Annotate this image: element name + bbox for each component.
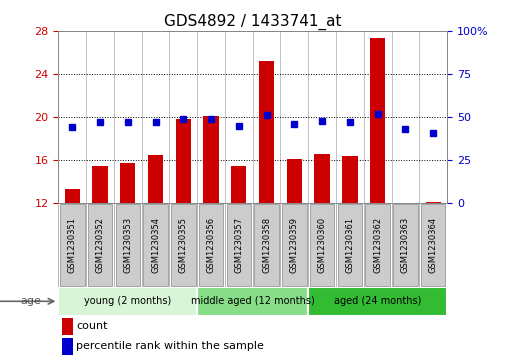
FancyBboxPatch shape — [88, 204, 112, 286]
FancyBboxPatch shape — [116, 204, 140, 286]
Text: GSM1230358: GSM1230358 — [262, 217, 271, 273]
FancyBboxPatch shape — [338, 204, 362, 286]
Text: GSM1230362: GSM1230362 — [373, 217, 382, 273]
FancyBboxPatch shape — [255, 204, 279, 286]
Text: aged (24 months): aged (24 months) — [334, 296, 421, 306]
Text: GSM1230356: GSM1230356 — [207, 217, 215, 273]
Bar — [308, 287, 447, 316]
FancyBboxPatch shape — [365, 204, 390, 286]
Bar — [58, 287, 197, 316]
Bar — [62, 338, 73, 355]
Text: GSM1230364: GSM1230364 — [429, 217, 438, 273]
Text: GSM1230360: GSM1230360 — [318, 217, 327, 273]
Text: GSM1230352: GSM1230352 — [96, 217, 105, 273]
Bar — [231, 166, 246, 203]
Bar — [197, 287, 308, 316]
Bar — [92, 166, 108, 203]
Bar — [426, 202, 441, 203]
Text: GSM1230361: GSM1230361 — [345, 217, 355, 273]
FancyBboxPatch shape — [227, 204, 251, 286]
FancyBboxPatch shape — [60, 204, 84, 286]
Bar — [120, 163, 136, 203]
Bar — [259, 61, 274, 203]
Text: GSM1230353: GSM1230353 — [123, 217, 132, 273]
Bar — [370, 38, 385, 203]
Bar — [62, 318, 73, 335]
Bar — [176, 119, 191, 203]
FancyBboxPatch shape — [282, 204, 307, 286]
Text: GSM1230354: GSM1230354 — [151, 217, 160, 273]
FancyBboxPatch shape — [143, 204, 168, 286]
Text: middle aged (12 months): middle aged (12 months) — [191, 296, 314, 306]
Title: GDS4892 / 1433741_at: GDS4892 / 1433741_at — [164, 13, 341, 29]
Text: young (2 months): young (2 months) — [84, 296, 171, 306]
FancyBboxPatch shape — [199, 204, 224, 286]
FancyBboxPatch shape — [171, 204, 196, 286]
Bar — [342, 156, 358, 203]
Text: count: count — [76, 321, 108, 331]
Bar — [65, 189, 80, 203]
Text: percentile rank within the sample: percentile rank within the sample — [76, 341, 264, 351]
Text: GSM1230363: GSM1230363 — [401, 217, 410, 273]
Text: GSM1230355: GSM1230355 — [179, 217, 188, 273]
Text: GSM1230351: GSM1230351 — [68, 217, 77, 273]
Bar — [148, 155, 163, 203]
Text: age: age — [20, 296, 41, 306]
Text: GSM1230357: GSM1230357 — [234, 217, 243, 273]
FancyBboxPatch shape — [421, 204, 446, 286]
FancyBboxPatch shape — [310, 204, 334, 286]
Text: GSM1230359: GSM1230359 — [290, 217, 299, 273]
Bar — [287, 159, 302, 203]
FancyBboxPatch shape — [393, 204, 418, 286]
Bar — [314, 154, 330, 203]
Bar — [204, 116, 219, 203]
